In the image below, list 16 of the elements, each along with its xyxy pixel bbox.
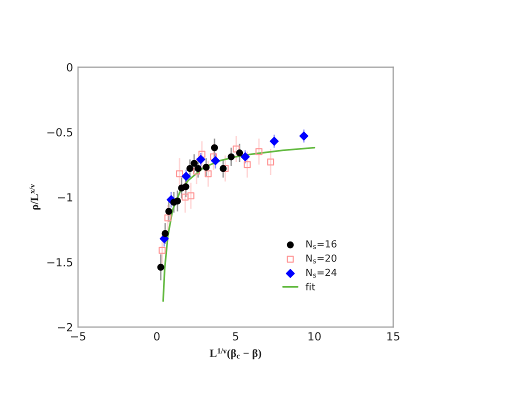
y-tick-label: −0.5 <box>47 128 72 137</box>
x-tick-label: 10 <box>308 332 321 341</box>
legend-label: N$_{s}$=24 <box>306 268 337 278</box>
y-tick-label: 0 <box>66 63 72 72</box>
x-tick-label: 5 <box>232 332 238 341</box>
x-tick-label: 15 <box>387 332 400 341</box>
x-tick-label: −5 <box>71 332 86 341</box>
y-tick-label: −2 <box>58 323 72 332</box>
x-axis-title: L$^{1/ν}$(β$_{c}$ − β) <box>210 348 262 360</box>
legend-label: fit <box>306 282 316 290</box>
legend-label: N$_{s}$=20 <box>306 254 336 264</box>
y-tick-label: −1.5 <box>47 258 72 266</box>
x-tick-label: 0 <box>154 332 160 341</box>
y-axis-title: ρ/L$^{x/ν}$ <box>29 184 40 210</box>
legend-label: N$_{s}$=16 <box>306 240 336 250</box>
y-tick-label: −1 <box>58 193 72 202</box>
